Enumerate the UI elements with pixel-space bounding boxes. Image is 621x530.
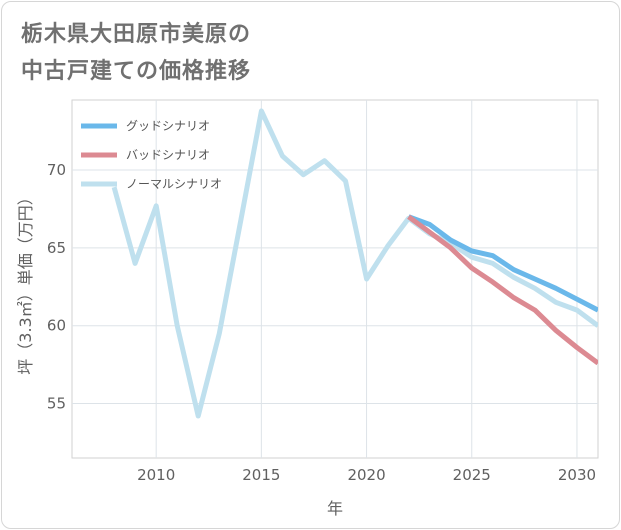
x-tick-label: 2030	[558, 466, 596, 484]
series-line-2	[111, 108, 598, 419]
y-tick-label: 60	[47, 317, 66, 335]
x-tick-label: 2010	[137, 466, 175, 484]
y-tick-label: 55	[47, 395, 66, 413]
x-axis-title: 年	[327, 499, 343, 518]
chart-title-line-2: 中古戸建ての価格推移	[21, 59, 252, 84]
series-line-0	[407, 214, 598, 313]
y-tick-labels: 55 60 65 70	[47, 161, 66, 412]
x-tick-label: 2015	[242, 466, 280, 484]
x-gridlines	[155, 100, 578, 458]
x-tick-label: 2020	[347, 466, 385, 484]
series-line-1	[407, 214, 598, 366]
y-tick-label: 65	[47, 239, 66, 257]
chart-title: 栃木県大田原市美原の 中古戸建ての価格推移	[21, 16, 251, 90]
legend-label-2: ノーマルシナリオ	[126, 177, 222, 191]
plot-frame	[71, 99, 599, 459]
legend-label-1: バッドシナリオ	[126, 148, 210, 162]
plot-area	[71, 99, 599, 459]
legend-label-0: グッドシナリオ	[126, 119, 210, 133]
series-group	[111, 108, 598, 419]
series-layer	[111, 108, 598, 419]
x-tick-labels: 2010 2015 2020 2025 2030	[137, 466, 596, 484]
y-axis-title: 坪（3.3㎡）単価（万円）	[16, 189, 35, 374]
x-tick-label: 2025	[453, 466, 491, 484]
chart-title-line-1: 栃木県大田原市美原の	[21, 22, 252, 47]
y-tick-label: 70	[47, 161, 66, 179]
